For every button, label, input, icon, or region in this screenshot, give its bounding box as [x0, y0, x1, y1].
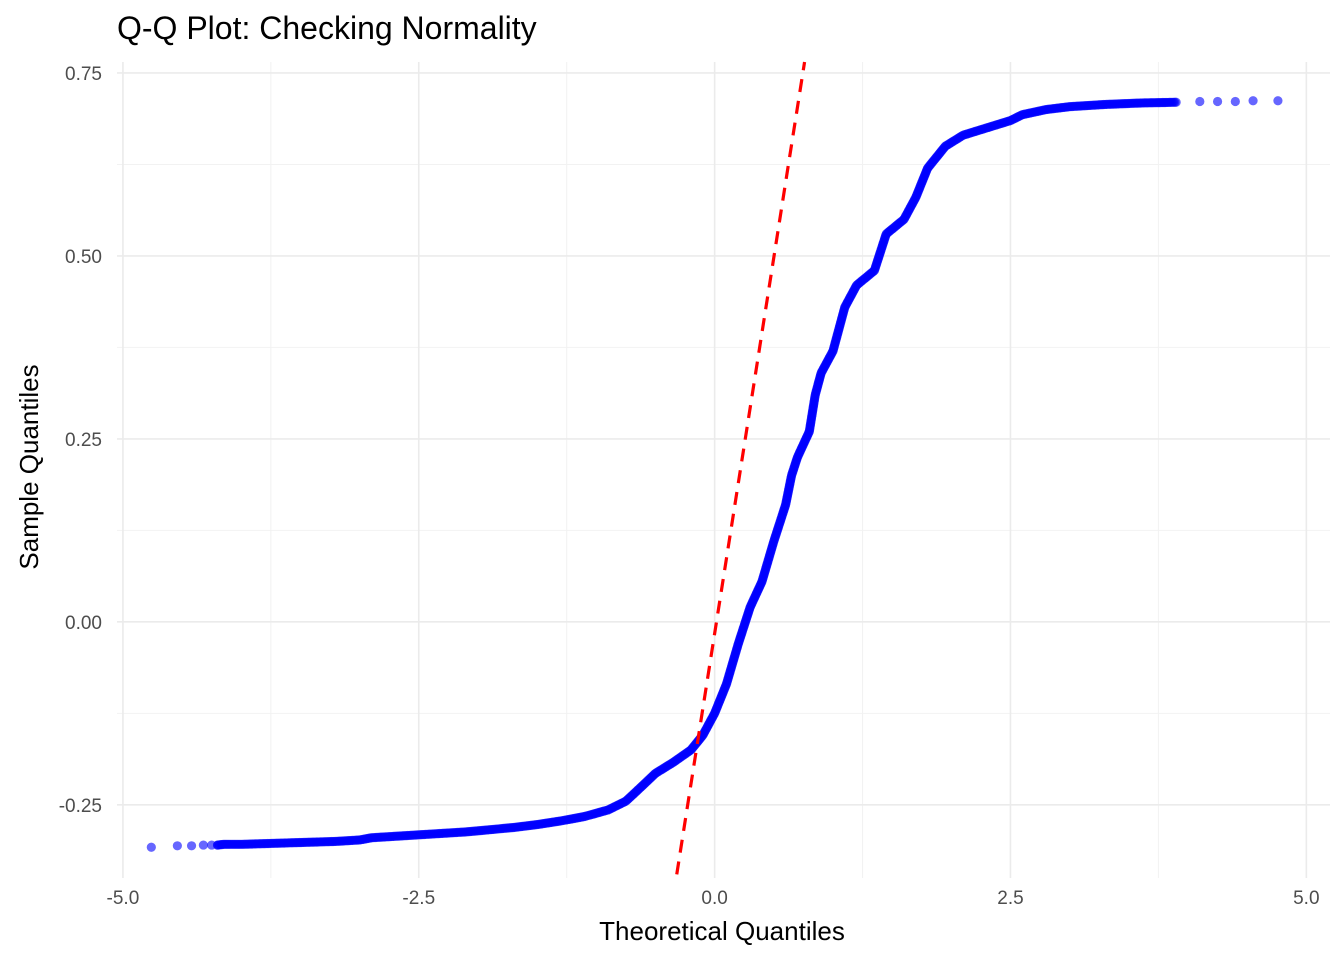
sample-point: [1170, 97, 1180, 107]
reference-line: [675, 61, 807, 875]
sample-point: [1273, 96, 1283, 106]
chart-title: Q-Q Plot: Checking Normality: [117, 10, 537, 46]
reference-line-group: [675, 61, 807, 875]
sample-point: [186, 841, 197, 851]
x-tick-label: 0.0: [701, 888, 727, 909]
x-axis-label: Theoretical Quantiles: [599, 916, 845, 946]
x-tick-labels: -5.0 -2.5 0.0 2.5 5.0: [107, 888, 1320, 909]
major-gridlines: [117, 62, 1330, 878]
sample-point: [1212, 96, 1223, 107]
sample-point: [1248, 96, 1258, 106]
sample-point: [146, 842, 156, 852]
sample-point: [1230, 96, 1240, 107]
x-tick-label: -5.0: [107, 888, 140, 909]
y-tick-label: 0.25: [65, 430, 102, 451]
y-axis-label: Sample Quantiles: [14, 364, 44, 569]
y-tick-labels: -0.25 0.00 0.25 0.50 0.75: [59, 64, 102, 817]
y-tick-label: 0.75: [65, 64, 102, 85]
x-tick-label: 2.5: [997, 888, 1023, 909]
sample-points: [146, 96, 1283, 852]
y-tick-label: -0.25: [59, 796, 102, 817]
minor-gridlines: [117, 62, 1330, 878]
sample-point: [172, 841, 182, 851]
sample-point: [198, 840, 208, 850]
x-tick-label: -2.5: [402, 888, 435, 909]
sample-point: [1195, 96, 1205, 107]
y-tick-label: 0.00: [65, 613, 102, 634]
x-tick-label: 5.0: [1293, 888, 1319, 909]
y-tick-label: 0.50: [65, 247, 102, 268]
